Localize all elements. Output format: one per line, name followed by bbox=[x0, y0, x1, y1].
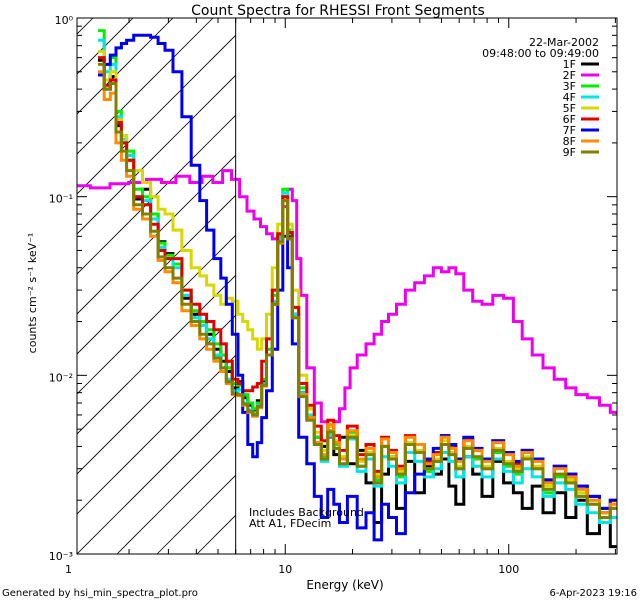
hatch-line bbox=[0, 18, 13, 554]
header-date: 22-Mar-2002 bbox=[529, 36, 599, 49]
hatch-line bbox=[77, 18, 134, 75]
legend-label: 7F bbox=[563, 124, 576, 137]
axis-ticks: 10 100 10⁰ 10⁻¹ 10⁻² 10⁻³ bbox=[49, 14, 617, 576]
y-tick-label: 10⁻² bbox=[49, 371, 73, 384]
hatch-line bbox=[517, 18, 640, 554]
hatch-line bbox=[77, 354, 236, 515]
series-9f bbox=[98, 62, 617, 519]
hatch-line bbox=[77, 194, 236, 355]
header-time-range: 09:48:00 to 09:49:00 bbox=[482, 47, 599, 60]
footer-generated-by: Generated by hsi_min_spectra_plot.pro bbox=[2, 588, 198, 599]
plot-frame bbox=[76, 17, 618, 555]
series-8f bbox=[98, 70, 617, 515]
y-axis-label: counts cm⁻² s⁻¹ keV⁻¹ bbox=[26, 233, 39, 354]
hatch-line bbox=[77, 34, 236, 195]
series-3f bbox=[98, 29, 617, 519]
y-tick-label: 10⁰ bbox=[55, 14, 74, 27]
x-tick-label-min: 1 bbox=[65, 563, 72, 576]
hatch-line bbox=[77, 314, 236, 475]
hatch-line bbox=[597, 18, 640, 554]
footer-timestamp: 6-Apr-2023 19:16 bbox=[550, 588, 637, 599]
x-tick-label: 10 bbox=[278, 563, 292, 576]
legend-label: 3F bbox=[563, 80, 576, 93]
y-tick-label: 10⁻¹ bbox=[49, 193, 73, 206]
x-tick-label: 100 bbox=[498, 563, 519, 576]
legend-label: 4F bbox=[563, 91, 576, 104]
legend-label: 1F bbox=[563, 58, 576, 71]
legend-label: 2F bbox=[563, 69, 576, 82]
chart-title: Count Spectra for RHESSI Front Segments bbox=[191, 3, 485, 19]
legend-label: 9F bbox=[563, 146, 576, 159]
hatch-line bbox=[77, 234, 236, 395]
legend-label: 6F bbox=[563, 113, 576, 126]
y-tick-label: 10⁻³ bbox=[49, 550, 73, 563]
hatch-line bbox=[77, 18, 174, 115]
series-7f bbox=[98, 33, 617, 542]
hatch-line bbox=[77, 394, 236, 554]
series-2f bbox=[77, 169, 617, 439]
legend-label: 5F bbox=[563, 102, 576, 115]
hatch-line bbox=[116, 434, 236, 554]
hatch-line bbox=[437, 18, 640, 554]
x-axis-label: Energy (keV) bbox=[306, 578, 383, 592]
annotation-background: Includes Background bbox=[249, 506, 364, 519]
hatch-line bbox=[77, 18, 214, 155]
legend-label: 8F bbox=[563, 135, 576, 148]
hatch-line bbox=[77, 74, 236, 235]
annotation-attenuator: Att A1, FDecim bbox=[249, 517, 331, 530]
hatch-line bbox=[77, 154, 236, 315]
hatch-line bbox=[77, 18, 94, 35]
